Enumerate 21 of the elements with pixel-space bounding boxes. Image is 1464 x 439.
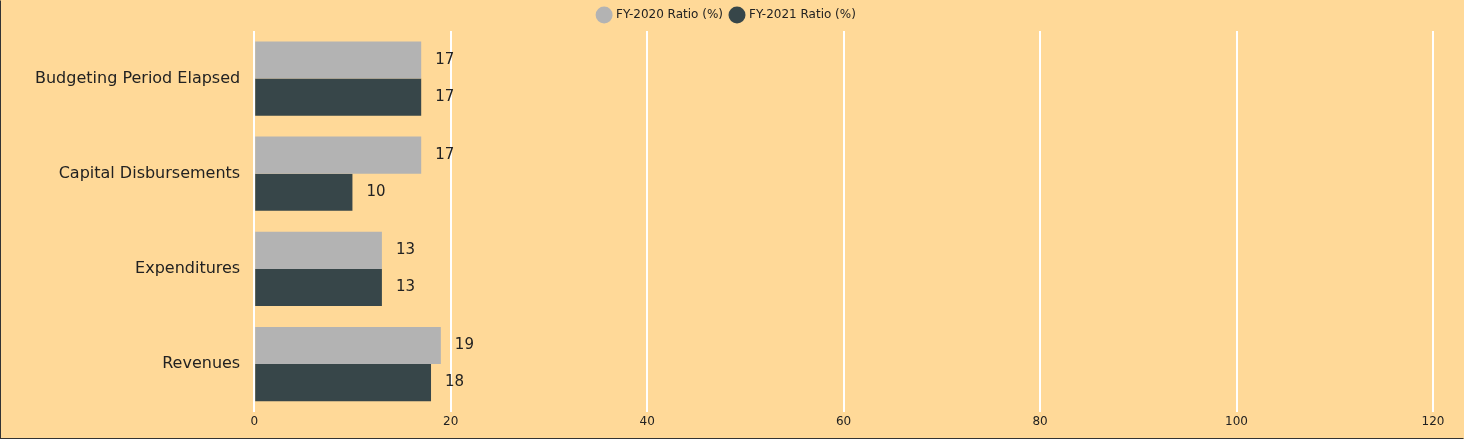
data-label: 19: [454, 335, 474, 354]
y-tick-label: Expenditures: [135, 258, 241, 278]
x-tick-label: 20: [443, 413, 459, 428]
data-label: 13: [395, 277, 415, 296]
data-label: 17: [435, 87, 455, 106]
x-tick-label: 60: [835, 413, 852, 428]
data-label: 10: [366, 182, 386, 201]
x-tick-label: 100: [1225, 413, 1248, 428]
y-tick-label: Revenues: [162, 353, 241, 373]
data-label: 17: [435, 145, 455, 164]
y-tick-label: Budgeting Period Elapsed: [35, 67, 241, 87]
x-tick-label: 80: [1032, 413, 1048, 428]
legend-label: FY-2021 Ratio (%): [749, 7, 856, 22]
y-tick-label: Capital Disbursements: [58, 162, 241, 182]
legend-label: FY-2020 Ratio (%): [616, 7, 724, 22]
x-tick-label: 40: [639, 413, 655, 428]
data-label: 17: [435, 49, 455, 68]
data-label: 18: [445, 372, 465, 391]
x-tick-label: 0: [250, 413, 259, 428]
data-label: 13: [395, 240, 415, 259]
x-tick-label: 120: [1421, 413, 1445, 428]
